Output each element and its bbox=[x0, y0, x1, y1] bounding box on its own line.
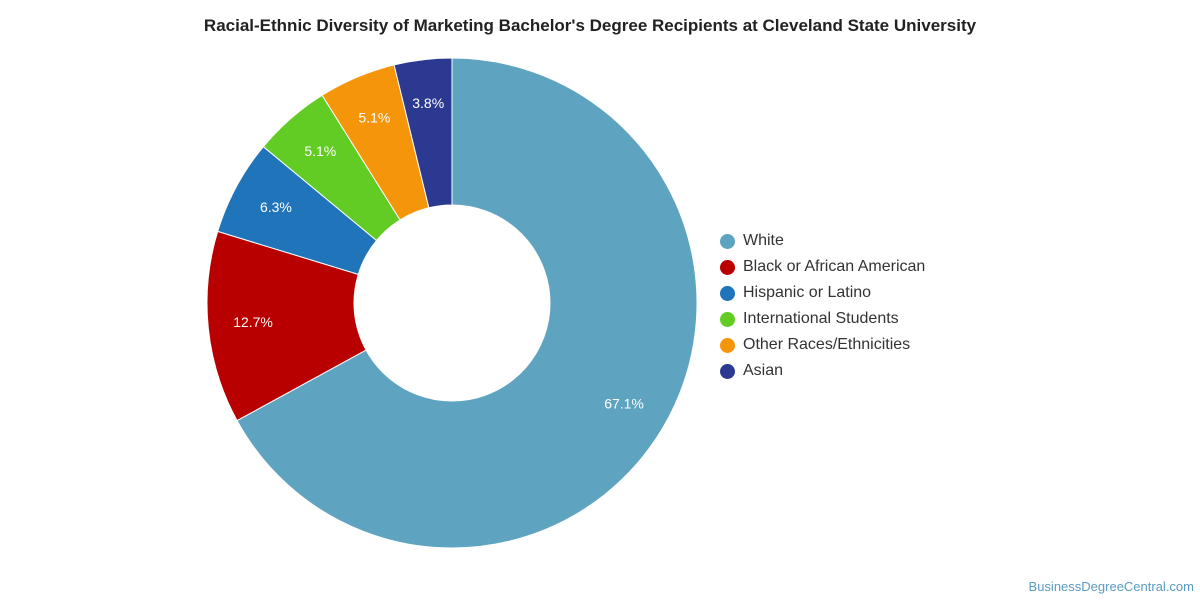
chart-legend: White Black or African American Hispanic o… bbox=[720, 228, 925, 384]
data-label: 5.1% bbox=[358, 109, 390, 125]
legend-item[interactable]: White bbox=[720, 228, 925, 254]
data-label: 5.1% bbox=[304, 143, 336, 159]
watermark: BusinessDegreeCentral.com bbox=[1028, 579, 1194, 594]
legend-marker bbox=[720, 285, 735, 301]
data-label: 12.7% bbox=[233, 314, 273, 330]
legend-marker bbox=[720, 311, 735, 327]
donut-chart: 67.1% 12.7% 6.3% 5.1% 5.1% 3.8% bbox=[206, 57, 698, 549]
data-label: 6.3% bbox=[260, 199, 292, 215]
legend-item[interactable]: Asian bbox=[720, 358, 925, 384]
legend-label: White bbox=[743, 232, 784, 249]
legend-label: Black or African American bbox=[743, 258, 926, 275]
slice-asian bbox=[393, 57, 453, 209]
data-label: 67.1% bbox=[604, 396, 644, 412]
legend-label: Hispanic or Latino bbox=[743, 284, 872, 301]
slice-black-or-african-american bbox=[206, 230, 367, 422]
legend-label: Other Races/Ethnicities bbox=[743, 336, 911, 353]
legend-marker bbox=[720, 337, 735, 353]
legend-item[interactable]: Hispanic or Latino bbox=[720, 280, 925, 306]
legend-marker bbox=[720, 259, 735, 275]
legend-marker bbox=[720, 233, 735, 249]
chart-title: Racial-Ethnic Diversity of Marketing Bac… bbox=[203, 16, 977, 35]
slice-white bbox=[236, 57, 698, 549]
legend-item[interactable]: International Students bbox=[720, 306, 925, 332]
legend-label: International Students bbox=[743, 310, 899, 327]
data-label: 3.8% bbox=[412, 95, 444, 111]
legend-item[interactable]: Other Races/Ethnicities bbox=[720, 332, 925, 358]
legend-marker bbox=[720, 363, 735, 379]
legend-item[interactable]: Black or African American bbox=[720, 254, 925, 280]
legend-label: Asian bbox=[743, 362, 784, 379]
